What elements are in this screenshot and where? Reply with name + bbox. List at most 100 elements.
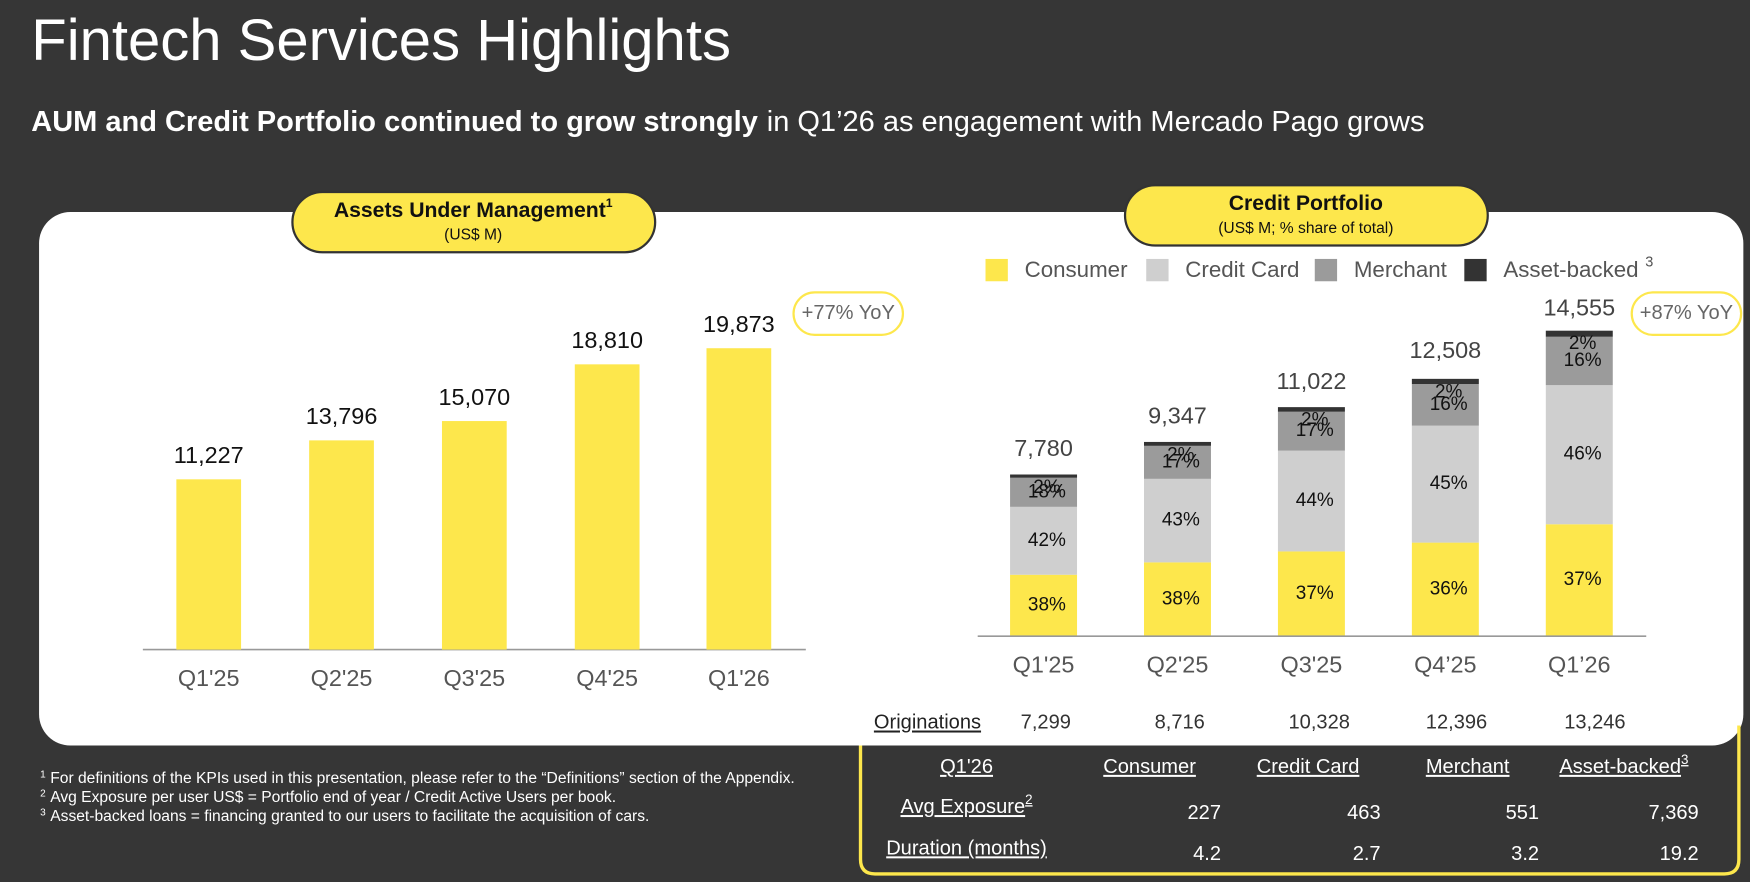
x-tick-label: Q2'25 — [1147, 651, 1209, 677]
segment-label: 44% — [1296, 490, 1334, 511]
segment-label: 17% — [1162, 451, 1200, 472]
segment-label: 36% — [1430, 578, 1468, 599]
legend-swatch — [1314, 258, 1338, 282]
data-label: 15,070 — [439, 384, 511, 410]
segment-label: 37% — [1296, 583, 1334, 604]
table-header-text: Consumer — [1103, 756, 1196, 778]
row-label: Duration (months) — [886, 838, 1047, 860]
table-cell: 4.2 — [1193, 843, 1221, 865]
legend-swatch — [1464, 258, 1487, 282]
aum-title-pill — [291, 190, 657, 254]
data-label: 11,227 — [174, 442, 244, 468]
total-label: 11,022 — [1276, 368, 1346, 394]
total-label: 14,555 — [1543, 294, 1615, 320]
subtitle-bold: AUM and Credit Portfolio continued to gr… — [31, 105, 758, 137]
total-label: 7,780 — [1014, 435, 1073, 461]
row-label-text: Avg Exposure — [900, 796, 1025, 818]
aum-title-text: Assets Under Management — [334, 199, 606, 222]
table-cell: 19.2 — [1660, 843, 1699, 865]
table-header: Credit Card — [1257, 756, 1360, 778]
legend-swatch — [985, 258, 1008, 282]
bar-segment — [1010, 477, 1078, 507]
originations-value: 13,246 — [1564, 712, 1625, 734]
aum-title: Assets Under Management1 — [334, 196, 613, 221]
segment-label: 46% — [1564, 444, 1602, 465]
legend-note: 3 — [1645, 254, 1653, 270]
aum-yoy: +77% YoY — [802, 302, 895, 324]
footnote: 3 Asset-backed loans = financing granted … — [40, 807, 649, 825]
bar-segment — [1010, 574, 1078, 637]
table-header: Merchant — [1426, 756, 1510, 778]
segment-label: 38% — [1162, 588, 1200, 609]
x-tick-label: Q2'25 — [311, 665, 373, 691]
credit-subtitle: (US$ M; % share of total) — [1218, 220, 1393, 237]
legend-swatch — [1146, 258, 1169, 282]
segment-label: 17% — [1296, 420, 1334, 441]
legend-label: Asset-backed 3 — [1503, 254, 1653, 282]
originations-value: 12,396 — [1426, 712, 1487, 734]
bar-segment — [1545, 524, 1613, 637]
segment-label: 45% — [1430, 473, 1468, 494]
segment-label: 43% — [1162, 510, 1200, 531]
segment-label: 2% — [1569, 333, 1597, 354]
aum-yoy-pill — [792, 291, 905, 336]
bar-segment — [1277, 450, 1345, 552]
segment-label: 38% — [1028, 594, 1066, 615]
segment-label: 18% — [1028, 481, 1066, 502]
slide-subtitle: AUM and Credit Portfolio continued to gr… — [31, 105, 1424, 137]
legend-name: Credit Card — [1185, 257, 1299, 282]
segment-label: 2% — [1301, 410, 1329, 431]
bar — [441, 421, 507, 650]
bar-segment — [1277, 411, 1345, 451]
segment-label: 16% — [1430, 394, 1468, 415]
legend-name: Consumer — [1025, 257, 1128, 282]
bar-segment — [1411, 384, 1479, 426]
content: Fintech Services Highlights AUM and Cred… — [31, 8, 1744, 876]
x-tick-label: Q1’26 — [1548, 651, 1611, 677]
footnote: 2 Avg Exposure per user US$ = Portfolio e… — [40, 788, 616, 806]
bar — [176, 479, 242, 650]
footnote: 1 For definitions of the KPIs used in thi… — [40, 769, 795, 787]
credit-yoy-pill — [1630, 291, 1743, 336]
data-label: 13,796 — [306, 403, 378, 429]
legend-label: Merchant — [1354, 257, 1448, 282]
table-header-text: Credit Card — [1257, 756, 1360, 778]
row-label-note: 2 — [1025, 792, 1032, 807]
footnote-marker: 2 — [40, 788, 46, 799]
bar-segment — [1010, 474, 1078, 478]
originations-value: 7,299 — [1021, 712, 1071, 734]
aum-subtitle: (US$ M) — [444, 227, 502, 244]
total-label: 12,508 — [1410, 337, 1482, 363]
slide-title: Fintech Services Highlights — [31, 8, 731, 73]
credit-title: Credit Portfolio — [1229, 192, 1383, 215]
legend-label: Credit Card — [1185, 257, 1299, 282]
table-cell: 551 — [1506, 802, 1540, 824]
bar-segment — [1411, 425, 1479, 543]
bar-segment — [1411, 542, 1479, 637]
x-tick-label: Q4’25 — [1414, 651, 1477, 677]
bar-segment — [1277, 407, 1345, 412]
credit-title-pill — [1123, 184, 1489, 247]
table-header-text: Q1'26 — [940, 756, 993, 778]
segment-label: 37% — [1564, 569, 1602, 590]
footnote-marker: 3 — [40, 807, 46, 818]
footnote-text: For definitions of the KPIs used in this… — [50, 770, 794, 787]
aum-title-note: 1 — [606, 196, 613, 210]
x-tick-label: Q1'26 — [708, 665, 770, 691]
legend-name: Asset-backed — [1503, 257, 1638, 282]
x-tick-label: Q4'25 — [576, 665, 638, 691]
footnote-text: Avg Exposure per user US$ = Portfolio en… — [50, 789, 616, 806]
originations-value: 8,716 — [1155, 712, 1205, 734]
originations-value: 10,328 — [1289, 712, 1350, 734]
bar-segment — [1144, 562, 1211, 637]
legend-name: Merchant — [1354, 257, 1448, 282]
table-cell: 227 — [1188, 802, 1222, 824]
bar-segment — [1545, 330, 1613, 337]
bar — [574, 364, 640, 650]
total-label: 9,347 — [1148, 403, 1207, 429]
segment-label: 2% — [1167, 444, 1195, 465]
table-frame — [858, 725, 1741, 876]
table-cell: 2.7 — [1353, 843, 1381, 865]
segment-label: 16% — [1564, 350, 1602, 371]
row-label-text: Duration (months) — [886, 838, 1047, 860]
